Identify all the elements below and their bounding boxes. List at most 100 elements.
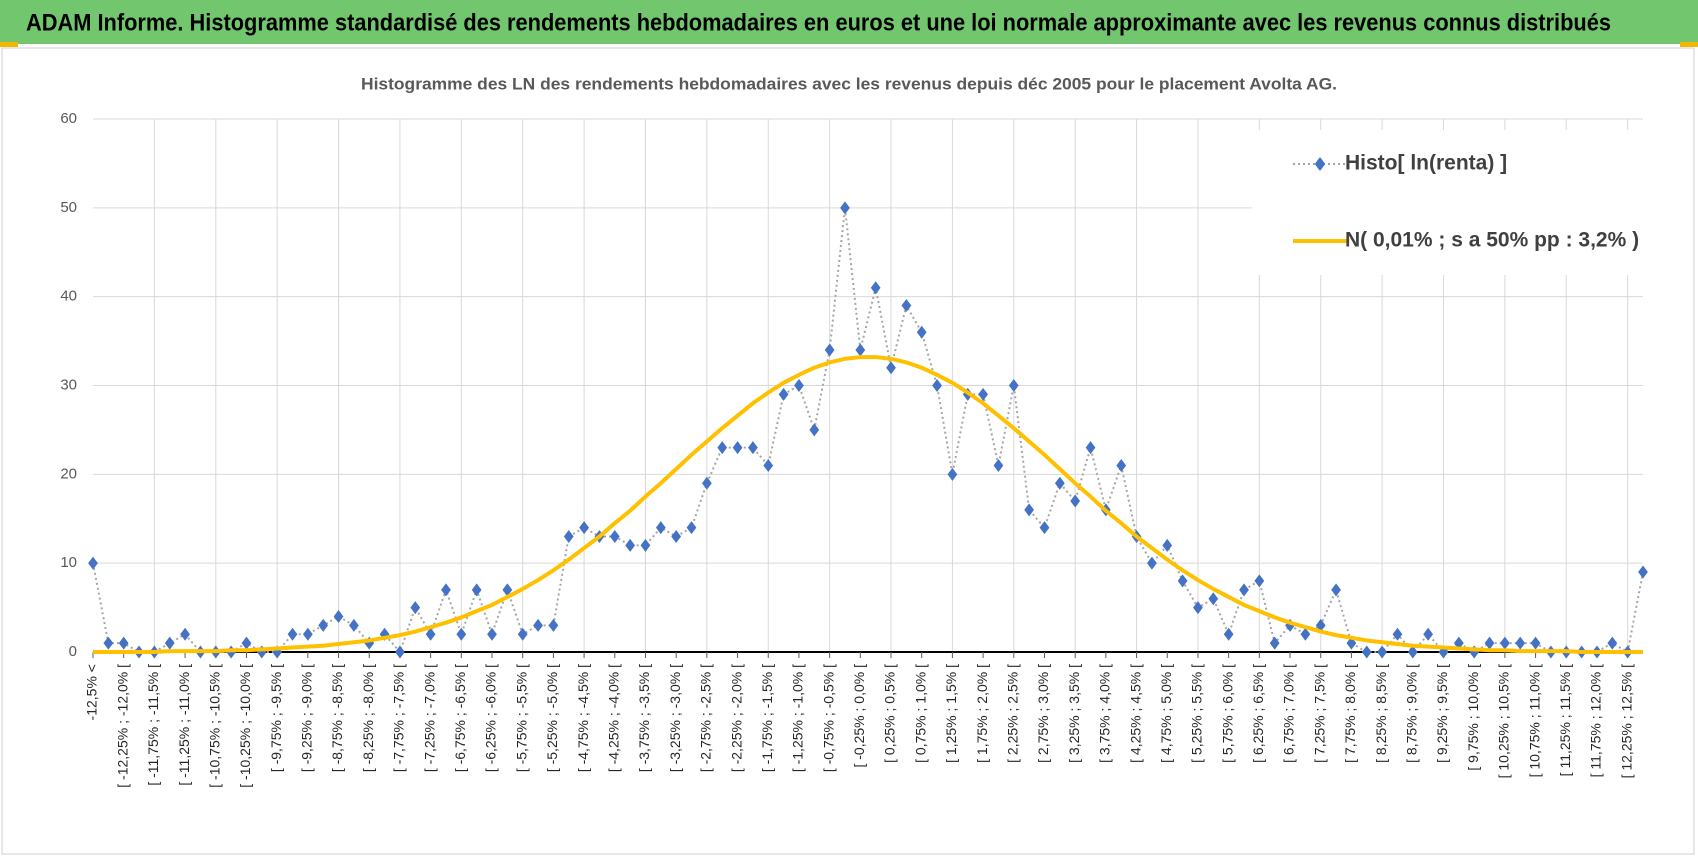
data-point <box>655 521 666 535</box>
x-tick-label: [ -1,75% ; -1,5% [ <box>759 664 775 772</box>
x-tick-label: [ -9,25% ; -9,0% [ <box>299 664 315 772</box>
data-point <box>180 627 190 641</box>
data-point <box>901 299 912 313</box>
data-point <box>1331 583 1341 597</box>
data-point <box>103 636 114 650</box>
x-tick-label: [ 1,75% ; 2,0% [ <box>974 664 990 763</box>
data-point <box>1484 636 1495 650</box>
x-tick-label: [ -3,25% ; -3,0% [ <box>667 664 683 772</box>
data-point <box>333 609 344 623</box>
x-tick-label: [ -10,75% ; -10,5% [ <box>206 664 222 788</box>
x-tick-label: [ 10,75% ; 11,0% [ <box>1526 664 1542 777</box>
data-point <box>625 538 636 552</box>
data-point <box>456 627 467 641</box>
x-tick-label: [ 11,75% ; 12,0% [ <box>1588 664 1604 777</box>
x-tick-label: [ -7,25% ; -7,0% [ <box>421 664 437 772</box>
data-point <box>640 538 651 552</box>
data-point <box>1500 636 1510 650</box>
data-point <box>916 325 927 339</box>
data-point <box>579 521 589 535</box>
data-point <box>671 530 682 544</box>
x-tick-label: [ -4,25% ; -4,0% [ <box>605 664 621 772</box>
legend-label: N( 0,01% ; s a 50% pp : 3,2% ) <box>1345 229 1639 252</box>
data-point <box>425 627 436 641</box>
y-tick-label: 10 <box>60 554 77 571</box>
x-tick-label: [ 4,25% ; 4,5% [ <box>1127 664 1143 763</box>
data-point <box>855 343 866 357</box>
x-tick-label: [ 12,25% ; 12,5% [ <box>1618 664 1634 779</box>
x-tick-label: [ 8,75% ; 9,0% [ <box>1404 664 1420 763</box>
data-point <box>1223 627 1234 641</box>
chart-frame <box>1 47 1695 855</box>
x-tick-label: [ -0,25% ; 0,0% [ <box>851 664 867 768</box>
data-point <box>1147 556 1157 570</box>
data-point <box>748 441 758 455</box>
x-tick-label: -12,5% < <box>84 664 100 720</box>
x-tick-label: [ 6,25% ; 6,5% [ <box>1250 664 1266 763</box>
x-tick-label: [ 3,25% ; 3,5% [ <box>1066 664 1082 763</box>
x-tick-label: [ -8,25% ; -8,0% [ <box>360 664 376 772</box>
data-point <box>717 441 728 455</box>
x-tick-label: [ 5,25% ; 5,5% [ <box>1189 664 1205 763</box>
data-point <box>947 467 958 481</box>
y-tick-label: 40 <box>60 288 77 305</box>
data-point <box>1407 645 1418 659</box>
data-point <box>1039 521 1050 535</box>
x-tick-label: [ -6,25% ; -6,0% [ <box>483 664 499 772</box>
data-point <box>548 618 559 632</box>
data-point <box>164 636 175 650</box>
data-point <box>932 379 942 392</box>
data-point <box>318 618 329 632</box>
legend-box <box>1252 130 1647 275</box>
x-tick-label: [ -3,75% ; -3,5% [ <box>636 664 652 772</box>
data-point <box>441 583 451 597</box>
x-tick-label: [ 0,25% ; 0,5% [ <box>882 664 898 763</box>
data-point <box>517 627 528 641</box>
x-tick-label: [ -10,25% ; -10,0% [ <box>237 664 253 788</box>
data-point <box>1423 627 1434 641</box>
x-tick-label: [ -2,75% ; -2,5% [ <box>698 664 714 772</box>
data-point <box>686 521 697 535</box>
x-tick-label: [ 7,25% ; 7,5% [ <box>1311 664 1327 763</box>
data-point <box>1116 458 1127 472</box>
data-point <box>395 645 405 659</box>
data-point <box>1392 627 1403 641</box>
x-tick-label: [ 3,75% ; 4,0% [ <box>1097 664 1113 763</box>
y-tick-label: 0 <box>69 643 77 660</box>
series-line <box>93 355 1643 654</box>
data-point <box>349 618 359 632</box>
data-point <box>778 387 789 401</box>
data-point <box>609 530 620 544</box>
data-point <box>1054 476 1065 490</box>
data-point <box>1254 574 1265 588</box>
legend-marker <box>1314 157 1326 171</box>
x-tick-label: [ -1,25% ; -1,0% [ <box>790 664 806 772</box>
x-tick-label: [ 9,75% ; 10,0% [ <box>1465 664 1481 771</box>
data-point <box>1300 627 1311 641</box>
data-point <box>824 343 835 357</box>
x-tick-label: [ -12,25% ; -12,0% [ <box>114 664 130 788</box>
data-point <box>1008 379 1019 392</box>
chart-title: Histogramme des LN des rendements hebdom… <box>361 74 1337 93</box>
x-tick-label: [ 1,25% ; 1,5% [ <box>943 664 959 763</box>
y-tick-label: 20 <box>60 465 77 482</box>
x-tick-label: [ -8,75% ; -8,5% [ <box>329 664 345 772</box>
x-tick-label: [ -5,75% ; -5,5% [ <box>513 664 529 772</box>
data-point <box>978 387 988 401</box>
x-tick-label: [ 11,25% ; 11,5% [ <box>1557 664 1573 776</box>
data-point <box>870 281 881 295</box>
x-tick-label: [ 0,75% ; 1,0% [ <box>912 664 928 763</box>
data-point <box>1269 636 1280 650</box>
y-tick-label: 30 <box>60 376 77 393</box>
data-point <box>1361 645 1372 659</box>
x-tick-label: [ 2,75% ; 3,0% [ <box>1035 664 1051 763</box>
data-point <box>1162 538 1173 552</box>
page-title: ADAM Informe. Histogramme standardisé de… <box>26 9 1611 36</box>
data-point <box>1024 503 1035 517</box>
data-point <box>1208 592 1219 606</box>
data-point <box>701 476 712 490</box>
data-point <box>1515 636 1526 650</box>
x-tick-label: [ 7,75% ; 8,0% [ <box>1342 664 1358 763</box>
y-tick-label: 60 <box>60 110 77 127</box>
